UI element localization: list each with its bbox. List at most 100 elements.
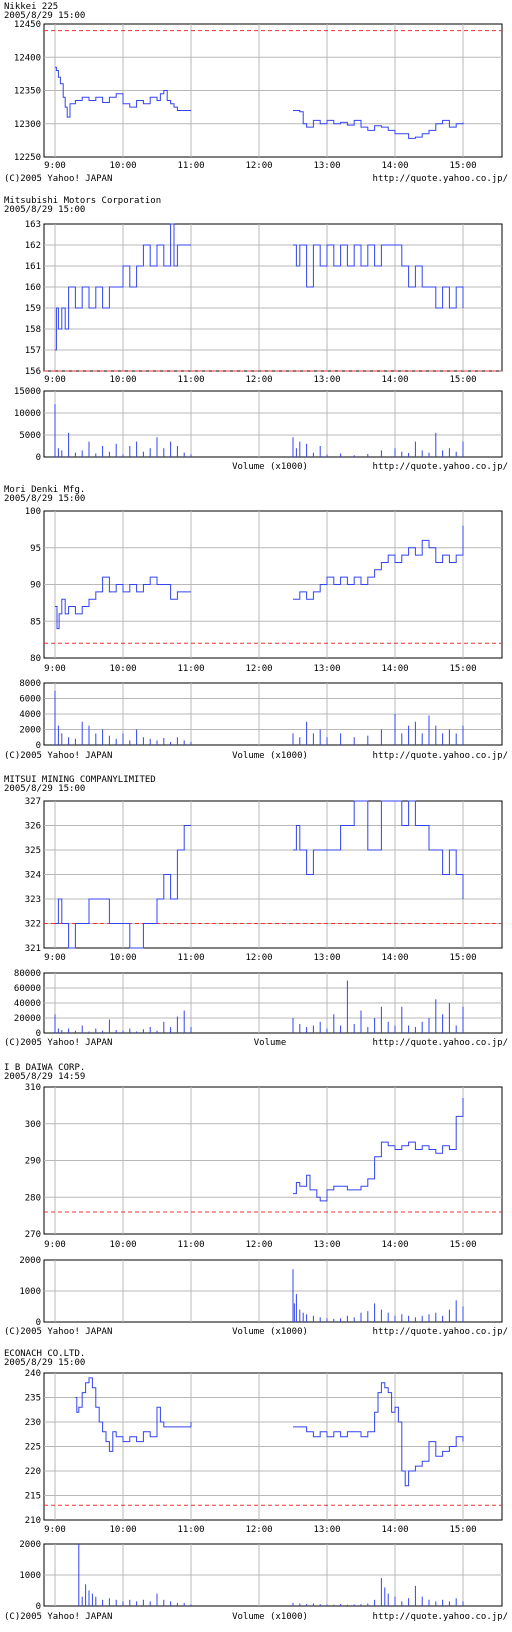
chart-5-title: I B DAIWA CORP.	[4, 1063, 85, 1073]
chart-5-time-tick-label: 13:00	[313, 1240, 340, 1250]
chart-3-price-tick-label: 100	[25, 507, 41, 517]
chart-4-time-tick-label: 14:00	[381, 953, 408, 963]
chart-6-price-tick-label: 240	[25, 1369, 41, 1379]
chart-4-price-tick-label: 326	[25, 822, 41, 832]
chart-5-time-tick-label: 11:00	[177, 1240, 204, 1250]
chart-3-time-tick-label: 13:00	[313, 664, 340, 674]
chart-2-time-tick-label: 12:00	[245, 375, 272, 385]
chart-2-source-url: http://quote.yahoo.co.jp/	[373, 462, 508, 472]
chart-6-time-tick-label: 14:00	[381, 1525, 408, 1535]
chart-5-time-tick-label: 9:00	[44, 1240, 66, 1250]
chart-2-price-line-pm	[293, 244, 464, 309]
chart-1-time-tick-label: 10:00	[109, 161, 136, 171]
chart-1-time-tick-label: 14:00	[381, 161, 408, 171]
chart-6-price-tick-label: 230	[25, 1418, 41, 1428]
chart-4-volume-tick-label: 0	[36, 1029, 41, 1039]
chart-5-volume-label: Volume (x1000)	[232, 1327, 308, 1337]
chart-1-time-tick-label: 15:00	[449, 161, 476, 171]
chart-4-price-line-am	[55, 825, 191, 949]
chart-1-source-url: http://quote.yahoo.co.jp/	[373, 174, 508, 184]
chart-3-time-tick-label: 11:00	[177, 664, 204, 674]
chart-2-time-tick-label: 13:00	[313, 375, 340, 385]
chart-5-source-url: http://quote.yahoo.co.jp/	[373, 1327, 508, 1337]
chart-5-price-tick-label: 290	[25, 1157, 41, 1167]
chart-2-price-tick-label: 159	[25, 304, 41, 314]
chart-5-price-tick-label: 300	[25, 1120, 41, 1130]
chart-4-volume-tick-label: 60000	[14, 984, 41, 994]
chart-1-price-tick-label: 12450	[14, 20, 41, 30]
chart-2-timestamp: 2005/8/29 15:00	[4, 205, 85, 215]
chart-1-price-tick-label: 12300	[14, 120, 41, 130]
chart-6-price-tick-label: 210	[25, 1516, 41, 1526]
chart-3-volume-tick-label: 0	[36, 741, 41, 751]
chart-2-price-line-am	[55, 223, 191, 351]
chart-4-timestamp: 2005/8/29 15:00	[4, 784, 85, 794]
chart-5-volume-tick-label: 0	[36, 1318, 41, 1328]
chart-1-timestamp: 2005/8/29 15:00	[4, 11, 85, 21]
chart-2-volume-tick-label: 10000	[14, 409, 41, 419]
chart-3-time-tick-label: 12:00	[245, 664, 272, 674]
chart-2-time-tick-label: 15:00	[449, 375, 476, 385]
chart-2-price-tick-label: 160	[25, 283, 41, 293]
chart-3-volume-tick-label: 8000	[19, 679, 41, 689]
chart-2-price-tick-label: 156	[25, 367, 41, 377]
chart-1-price-line-am	[55, 66, 191, 118]
chart-6-timestamp: 2005/8/29 15:00	[4, 1358, 85, 1368]
chart-2-price-tick-label: 163	[25, 220, 41, 230]
chart-4-price-tick-label: 321	[25, 944, 41, 954]
chart-6-volume-tick-label: 1000	[19, 1571, 41, 1581]
chart-3-price-tick-label: 95	[30, 544, 41, 554]
chart-2-price-tick-label: 157	[25, 346, 41, 356]
chart-2-price-tick-label: 161	[25, 262, 41, 272]
chart-2-time-tick-label: 14:00	[381, 375, 408, 385]
chart-2-volume-tick-label: 15000	[14, 387, 41, 397]
chart-3-price-tick-label: 90	[30, 581, 41, 591]
chart-5-time-tick-label: 14:00	[381, 1240, 408, 1250]
chart-3-source-url: http://quote.yahoo.co.jp/	[373, 751, 508, 761]
chart-6-volume-tick-label: 2000	[19, 1540, 41, 1550]
chart-6-price-line-pm	[293, 1382, 464, 1487]
chart-3-price-tick-label: 85	[30, 617, 41, 627]
chart-6-time-tick-label: 10:00	[109, 1525, 136, 1535]
chart-6-source-url: http://quote.yahoo.co.jp/	[373, 1612, 508, 1622]
chart-1-price-tick-label: 12400	[14, 53, 41, 63]
chart-5-copyright: (C)2005 Yahoo! JAPAN	[4, 1327, 112, 1337]
chart-3-volume-tick-label: 4000	[19, 710, 41, 720]
chart-4-price-tick-label: 324	[25, 871, 41, 881]
chart-3-volume-label: Volume (x1000)	[232, 751, 308, 761]
chart-2-price-tick-label: 162	[25, 241, 41, 251]
chart-2-time-tick-label: 10:00	[109, 375, 136, 385]
chart-3-time-tick-label: 15:00	[449, 664, 476, 674]
chart-2-volume-tick-label: 0	[36, 453, 41, 463]
chart-6-price-line-am	[75, 1377, 192, 1452]
chart-1-time-tick-label: 12:00	[245, 161, 272, 171]
chart-4-source-url: http://quote.yahoo.co.jp/	[373, 1038, 508, 1048]
chart-6-price-tick-label: 220	[25, 1467, 41, 1477]
chart-6-time-tick-label: 9:00	[44, 1525, 66, 1535]
chart-2-volume-label: Volume (x1000)	[232, 462, 308, 472]
chart-3-volume-tick-label: 6000	[19, 695, 41, 705]
chart-2-price-frame	[43, 223, 503, 372]
chart-5-volume-tick-label: 2000	[19, 1256, 41, 1266]
chart-5-price-line-pm	[293, 1098, 464, 1202]
chart-3-timestamp: 2005/8/29 15:00	[4, 494, 85, 504]
chart-5-price-tick-label: 270	[25, 1230, 41, 1240]
chart-4-title: MITSUI MINING COMPANYLIMITED	[4, 775, 156, 785]
chart-3-time-tick-label: 14:00	[381, 664, 408, 674]
chart-5-time-tick-label: 15:00	[449, 1240, 476, 1250]
chart-6-copyright: (C)2005 Yahoo! JAPAN	[4, 1612, 112, 1622]
chart-4-time-tick-label: 9:00	[44, 953, 66, 963]
chart-2-volume-tick-label: 5000	[19, 431, 41, 441]
chart-6-time-tick-label: 13:00	[313, 1525, 340, 1535]
chart-2-time-tick-label: 11:00	[177, 375, 204, 385]
chart-5-price-tick-label: 310	[25, 1083, 41, 1093]
chart-1-price-line-pm	[293, 110, 464, 139]
chart-2-time-tick-label: 9:00	[44, 375, 66, 385]
chart-4-time-tick-label: 15:00	[449, 953, 476, 963]
chart-1-title: Nikkei 225	[4, 2, 58, 12]
chart-6-price-tick-label: 215	[25, 1492, 41, 1502]
chart-5-time-tick-label: 10:00	[109, 1240, 136, 1250]
chart-4-price-tick-label: 323	[25, 895, 41, 905]
chart-5-timestamp: 2005/8/29 14:59	[4, 1072, 85, 1082]
